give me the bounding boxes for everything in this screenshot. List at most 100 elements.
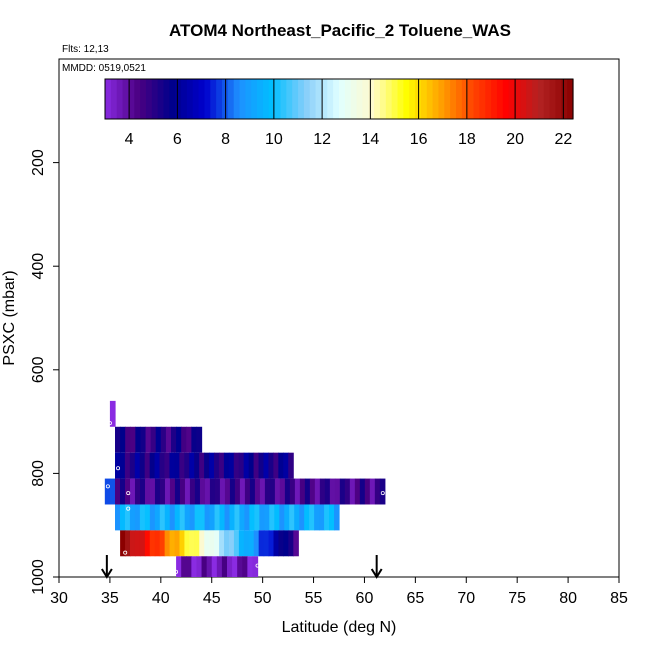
x-axis-label: Latitude (deg N) [282,619,397,636]
colorbar-tick-label: 22 [554,131,572,148]
colorbar-swatch [251,79,258,119]
heatmap-cell [279,478,286,505]
colorbar-swatch [362,79,369,119]
colorbar-swatch [216,79,223,119]
colorbar-swatch [374,79,381,119]
heatmap-cell [304,504,310,531]
colorbar-swatch [110,79,118,119]
x-tick-label: 35 [101,590,119,607]
x-tick-label: 45 [203,590,221,607]
heatmap-cell [229,478,236,505]
heatmap-cell [288,530,294,557]
colorbar-swatch [169,79,176,119]
colorbar-tick-label: 18 [458,131,476,148]
heatmap-cell [196,426,203,453]
heatmap-cell [129,530,136,557]
heatmap-cell [194,530,200,557]
heatmap-cell [219,478,226,505]
colorbar-swatch [491,79,498,119]
colorbar-swatch [333,79,340,119]
heatmap-cell [179,478,186,505]
heatmap-cell [199,452,205,479]
colorbar-swatch [379,79,387,119]
flight-arrow-head [370,568,383,579]
heatmap-cell [238,530,245,557]
heatmap-cell [174,478,181,505]
colorbar-swatch [502,79,510,119]
heatmap-cell [179,504,186,531]
heatmap-cell [160,426,167,453]
y-tick-label: 600 [30,356,47,383]
heatmap-cell [309,504,315,531]
heatmap-cell [274,504,280,531]
colorbar-tick-label: 16 [410,131,428,148]
x-tick-label: 65 [406,590,424,607]
colorbar-swatch [356,79,363,119]
heatmap-cell [169,530,176,557]
heatmap-cell [283,530,289,557]
colorbar-swatch [403,79,410,119]
sample-marker [107,421,112,426]
heatmap-cell [299,478,306,505]
colorbar-swatch [327,79,334,119]
heatmap-cell [174,504,181,531]
heatmap-cell [189,478,196,505]
heatmap-cell [119,478,126,505]
heatmap-cell [273,530,280,557]
colorbar-swatch [432,79,440,119]
heatmap-cell [184,478,191,505]
heatmap-cell [194,504,201,531]
heatmap-cell [139,452,146,479]
colorbar-swatch [303,79,311,119]
heatmap-cell [309,478,316,505]
heatmap-cell [324,504,330,531]
heatmap-cell [233,530,240,557]
colorbar-swatch [116,79,124,119]
heatmap-cell [145,426,152,453]
colorbar-swatch [438,79,445,119]
heatmap-cell [339,478,346,505]
heatmap-cell [109,400,116,427]
heatmap-cell [115,452,121,479]
colorbar-swatch [134,79,141,119]
heatmap-cell [244,504,250,531]
heatmap-cell [314,478,321,505]
heatmap-cell [176,426,182,453]
heatmap-cell [314,504,320,531]
heatmap-cell [179,530,186,557]
heatmap-cell [268,452,274,479]
colorbar-swatch [391,79,399,119]
heatmap-cell [218,452,225,479]
colorbar-swatch [274,79,282,119]
heatmap-cell [234,504,241,531]
heatmap-cell [329,504,335,531]
colorbar-swatch [444,79,451,119]
heatmap-cell [258,452,265,479]
heatmap-cell [154,504,161,531]
heatmap-cell [294,478,301,505]
x-axis: 30 35 40 45 50 55 60 65 70 75 80 85 [50,577,628,607]
heatmap-cell [254,504,260,531]
heatmap-cell [278,452,284,479]
heatmap-cell [125,426,131,453]
heatmap-cell [269,478,276,505]
heatmap-cell [319,478,326,505]
date-label: MMDD: 0519,0521 [62,63,146,74]
heatmap-cell [354,478,361,505]
sample-marker [116,466,121,471]
heatmap-cell [259,504,265,531]
colorbar-swatch [385,79,393,119]
heatmap-cell [268,530,275,557]
colorbar-swatch [163,79,170,119]
heatmap-cell [189,452,195,479]
y-tick-label: 400 [30,253,47,280]
heatmap-cell [139,504,146,531]
heatmap-cell [164,452,171,479]
flights-label: Flts: 12,13 [62,44,109,55]
colorbar-swatch [280,79,287,119]
heatmap-cell [191,556,198,577]
colorbar-swatch [461,79,469,119]
chart-title: ATOM4 Northeast_Pacific_2 Toluene_WAS [169,21,511,40]
heatmap-cell [274,478,281,505]
